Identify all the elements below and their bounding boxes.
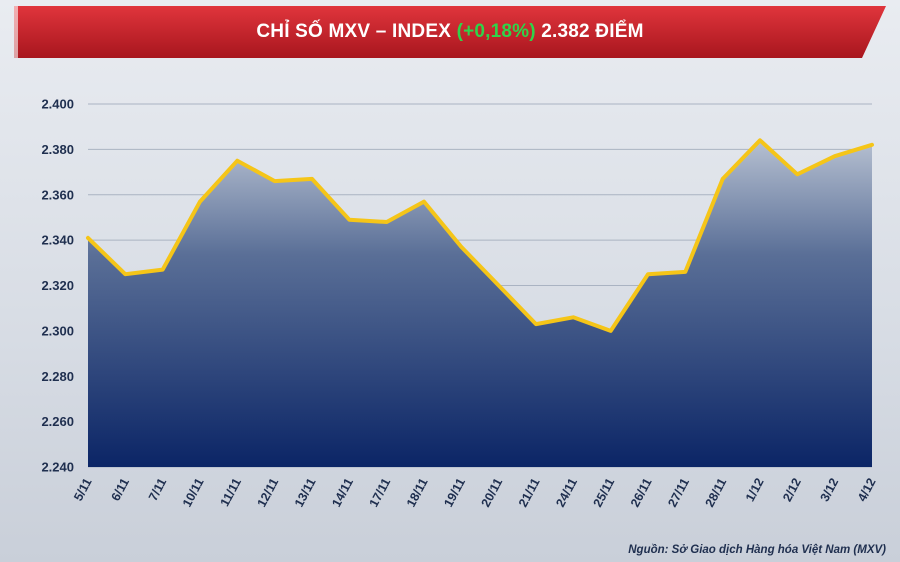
x-tick-label: 14/11 bbox=[329, 476, 356, 510]
y-tick-label: 2.340 bbox=[41, 233, 74, 248]
data-point-20/11 bbox=[497, 283, 501, 288]
x-tick-label: 24/11 bbox=[553, 476, 580, 510]
x-tick-label: 20/11 bbox=[479, 476, 506, 510]
y-tick-label: 2.240 bbox=[41, 460, 74, 475]
x-tick-label: 6/11 bbox=[109, 476, 132, 503]
x-tick-label: 12/11 bbox=[255, 476, 282, 510]
data-point-10/11 bbox=[198, 199, 202, 204]
y-tick-label: 2.360 bbox=[41, 187, 74, 202]
data-point-5/11 bbox=[86, 236, 90, 240]
series-line bbox=[86, 138, 874, 333]
y-tick-label: 2.320 bbox=[41, 278, 74, 293]
data-point-19/11 bbox=[459, 245, 463, 249]
x-tick-label: 3/12 bbox=[818, 476, 842, 504]
x-tick-label: 26/11 bbox=[628, 476, 655, 510]
data-point-27/11 bbox=[683, 270, 687, 274]
y-tick-label: 2.280 bbox=[41, 369, 74, 384]
data-point-24/11 bbox=[571, 315, 575, 319]
x-axis: 5/11 6/11 7/11 10/11 11/11 12/11 13/11 14/11 17/… bbox=[71, 476, 878, 510]
series-area bbox=[88, 140, 872, 468]
header-banner bbox=[14, 6, 886, 58]
data-point-11/11 bbox=[235, 159, 239, 163]
data-point-6/11 bbox=[123, 272, 127, 276]
x-tick-label: 25/11 bbox=[591, 476, 618, 510]
data-point-7/11 bbox=[161, 268, 165, 272]
x-tick-label: 27/11 bbox=[665, 476, 692, 510]
data-point-12/11 bbox=[273, 179, 277, 183]
x-tick-label: 21/11 bbox=[516, 476, 543, 510]
x-tick-label: 19/11 bbox=[441, 476, 468, 510]
data-point-3/12 bbox=[833, 154, 837, 158]
data-point-28/11 bbox=[721, 177, 725, 181]
title-suffix: 2.382 ĐIỂM bbox=[535, 21, 644, 42]
data-point-13/11 bbox=[310, 177, 314, 181]
data-point-14/11 bbox=[347, 218, 351, 222]
data-point-2/12 bbox=[795, 172, 799, 176]
data-point-18/11 bbox=[422, 199, 426, 204]
x-tick-label: 18/11 bbox=[404, 476, 431, 510]
data-point-21/11 bbox=[534, 322, 538, 326]
y-tick-label: 2.380 bbox=[41, 142, 74, 157]
x-tick-label: 5/11 bbox=[71, 476, 94, 503]
source-note: Nguồn: Sở Giao dịch Hàng hóa Việt Nam (M… bbox=[628, 544, 886, 556]
title-change: (+0,18%) bbox=[456, 21, 536, 42]
y-tick-label: 2.400 bbox=[41, 97, 74, 112]
x-tick-label: 1/12 bbox=[743, 476, 767, 504]
data-point-17/11 bbox=[385, 220, 389, 224]
x-tick-label: 7/11 bbox=[146, 476, 169, 503]
y-axis: 2.240 2.260 2.280 2.300 2.320 2.340 2.360 2.380… bbox=[41, 97, 74, 475]
x-tick-label: 10/11 bbox=[180, 476, 207, 510]
x-tick-label: 4/12 bbox=[855, 476, 879, 504]
y-tick-label: 2.300 bbox=[41, 323, 74, 338]
chart-title: CHỈ SỐ MXV – INDEX (+0,18%) 2.382 ĐIỂM bbox=[14, 6, 886, 58]
title-prefix: CHỈ SỐ MXV – INDEX bbox=[256, 21, 457, 42]
data-point-26/11 bbox=[646, 272, 650, 276]
x-tick-label: 17/11 bbox=[367, 476, 394, 510]
x-tick-label: 11/11 bbox=[218, 476, 244, 509]
x-tick-label: 28/11 bbox=[703, 476, 730, 510]
data-point-1/12 bbox=[758, 138, 762, 142]
y-tick-label: 2.260 bbox=[41, 414, 74, 429]
x-tick-label: 13/11 bbox=[292, 476, 319, 510]
data-point-4/12 bbox=[870, 143, 874, 147]
x-tick-label: 2/12 bbox=[780, 476, 804, 504]
series-points bbox=[86, 138, 874, 333]
data-point-25/11 bbox=[609, 329, 613, 333]
